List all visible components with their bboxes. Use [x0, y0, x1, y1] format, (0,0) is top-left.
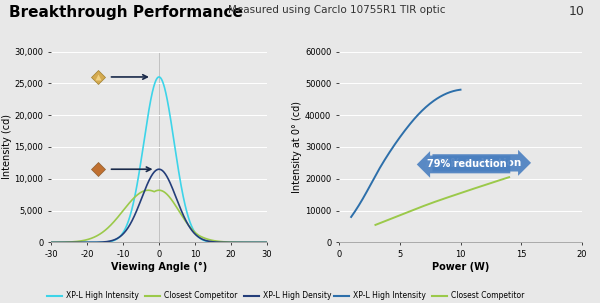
Text: 10: 10	[569, 5, 585, 18]
Text: 79% reduction: 79% reduction	[418, 159, 503, 169]
Text: 79% reduction: 79% reduction	[427, 159, 506, 169]
Y-axis label: Intensity (cd): Intensity (cd)	[2, 115, 11, 179]
Text: 79% reduction: 79% reduction	[436, 158, 521, 168]
Legend: XP-L High Intensity, Closest Competitor, XP-L High Density: XP-L High Intensity, Closest Competitor,…	[44, 288, 334, 303]
X-axis label: Power (W): Power (W)	[432, 262, 489, 272]
Legend: XP-L High Intensity, Closest Competitor: XP-L High Intensity, Closest Competitor	[331, 288, 527, 303]
Text: Measured using Carclo 10755R1 TIR optic: Measured using Carclo 10755R1 TIR optic	[228, 5, 445, 15]
Y-axis label: Intensity at 0° (cd): Intensity at 0° (cd)	[292, 101, 302, 193]
X-axis label: Viewing Angle (°): Viewing Angle (°)	[111, 262, 207, 272]
Text: Breakthrough Performance: Breakthrough Performance	[9, 5, 243, 20]
